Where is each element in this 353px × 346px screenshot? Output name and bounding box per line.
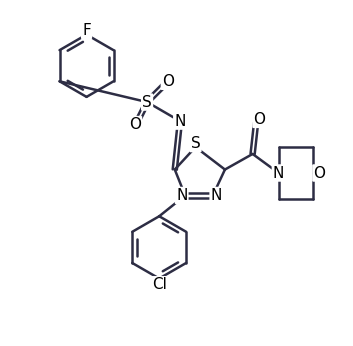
Text: N: N bbox=[174, 113, 186, 129]
Text: O: O bbox=[162, 74, 174, 89]
Text: O: O bbox=[129, 117, 141, 132]
Text: Cl: Cl bbox=[152, 277, 167, 292]
Text: F: F bbox=[82, 23, 91, 38]
Text: N: N bbox=[176, 188, 187, 203]
Text: N: N bbox=[273, 165, 284, 181]
Text: O: O bbox=[313, 165, 325, 181]
Text: O: O bbox=[253, 112, 265, 127]
Text: S: S bbox=[142, 94, 152, 110]
Text: S: S bbox=[191, 136, 201, 151]
Text: N: N bbox=[211, 188, 222, 203]
